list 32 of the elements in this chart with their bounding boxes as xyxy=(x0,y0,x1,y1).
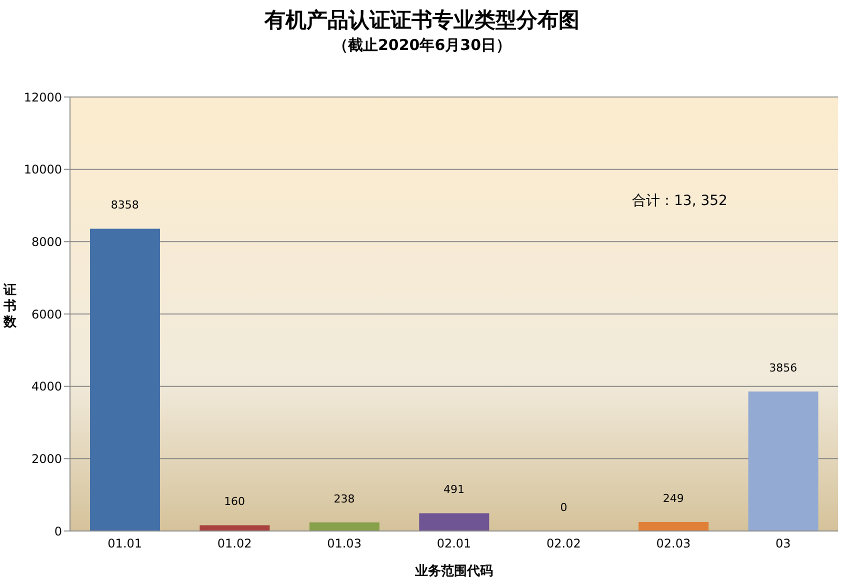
bar xyxy=(748,392,818,531)
chart-subtitle: （截止2020年6月30日） xyxy=(332,36,512,55)
x-tick-label: 02.02 xyxy=(546,536,581,551)
data-label: 238 xyxy=(334,492,355,506)
bar xyxy=(200,525,270,531)
y-tick-label: 10000 xyxy=(24,162,62,177)
bar xyxy=(309,522,380,531)
x-tick-label: 01.03 xyxy=(327,536,362,551)
bar xyxy=(419,513,490,531)
chart-title: 有机产品认证证书专业类型分布图 xyxy=(263,7,580,34)
x-tick-label: 03 xyxy=(776,536,791,551)
y-tick-label: 8000 xyxy=(31,234,62,249)
y-tick-label: 12000 xyxy=(24,90,62,104)
x-tick-label: 01.02 xyxy=(217,536,252,551)
data-label: 3856 xyxy=(769,362,798,375)
data-label: 8358 xyxy=(110,198,139,212)
data-label: 491 xyxy=(444,483,464,496)
data-label: 0 xyxy=(560,501,568,514)
y-tick-label: 2000 xyxy=(31,452,62,466)
y-axis-title: 证书数 xyxy=(2,283,18,331)
x-tick-label: 02.01 xyxy=(436,536,472,551)
y-tick-label: 6000 xyxy=(31,307,62,322)
y-tick-label: 0 xyxy=(54,524,62,538)
x-tick-label: 01.01 xyxy=(108,536,142,551)
annotation: 合计：13, 352 xyxy=(632,192,728,210)
bar xyxy=(638,522,709,531)
x-tick-label: 02.03 xyxy=(656,536,691,551)
data-label: 160 xyxy=(224,495,246,508)
x-axis-title: 业务范围代码 xyxy=(414,563,494,580)
bar xyxy=(90,228,160,531)
y-tick-label: 4000 xyxy=(31,380,62,394)
data-label: 249 xyxy=(662,492,684,505)
